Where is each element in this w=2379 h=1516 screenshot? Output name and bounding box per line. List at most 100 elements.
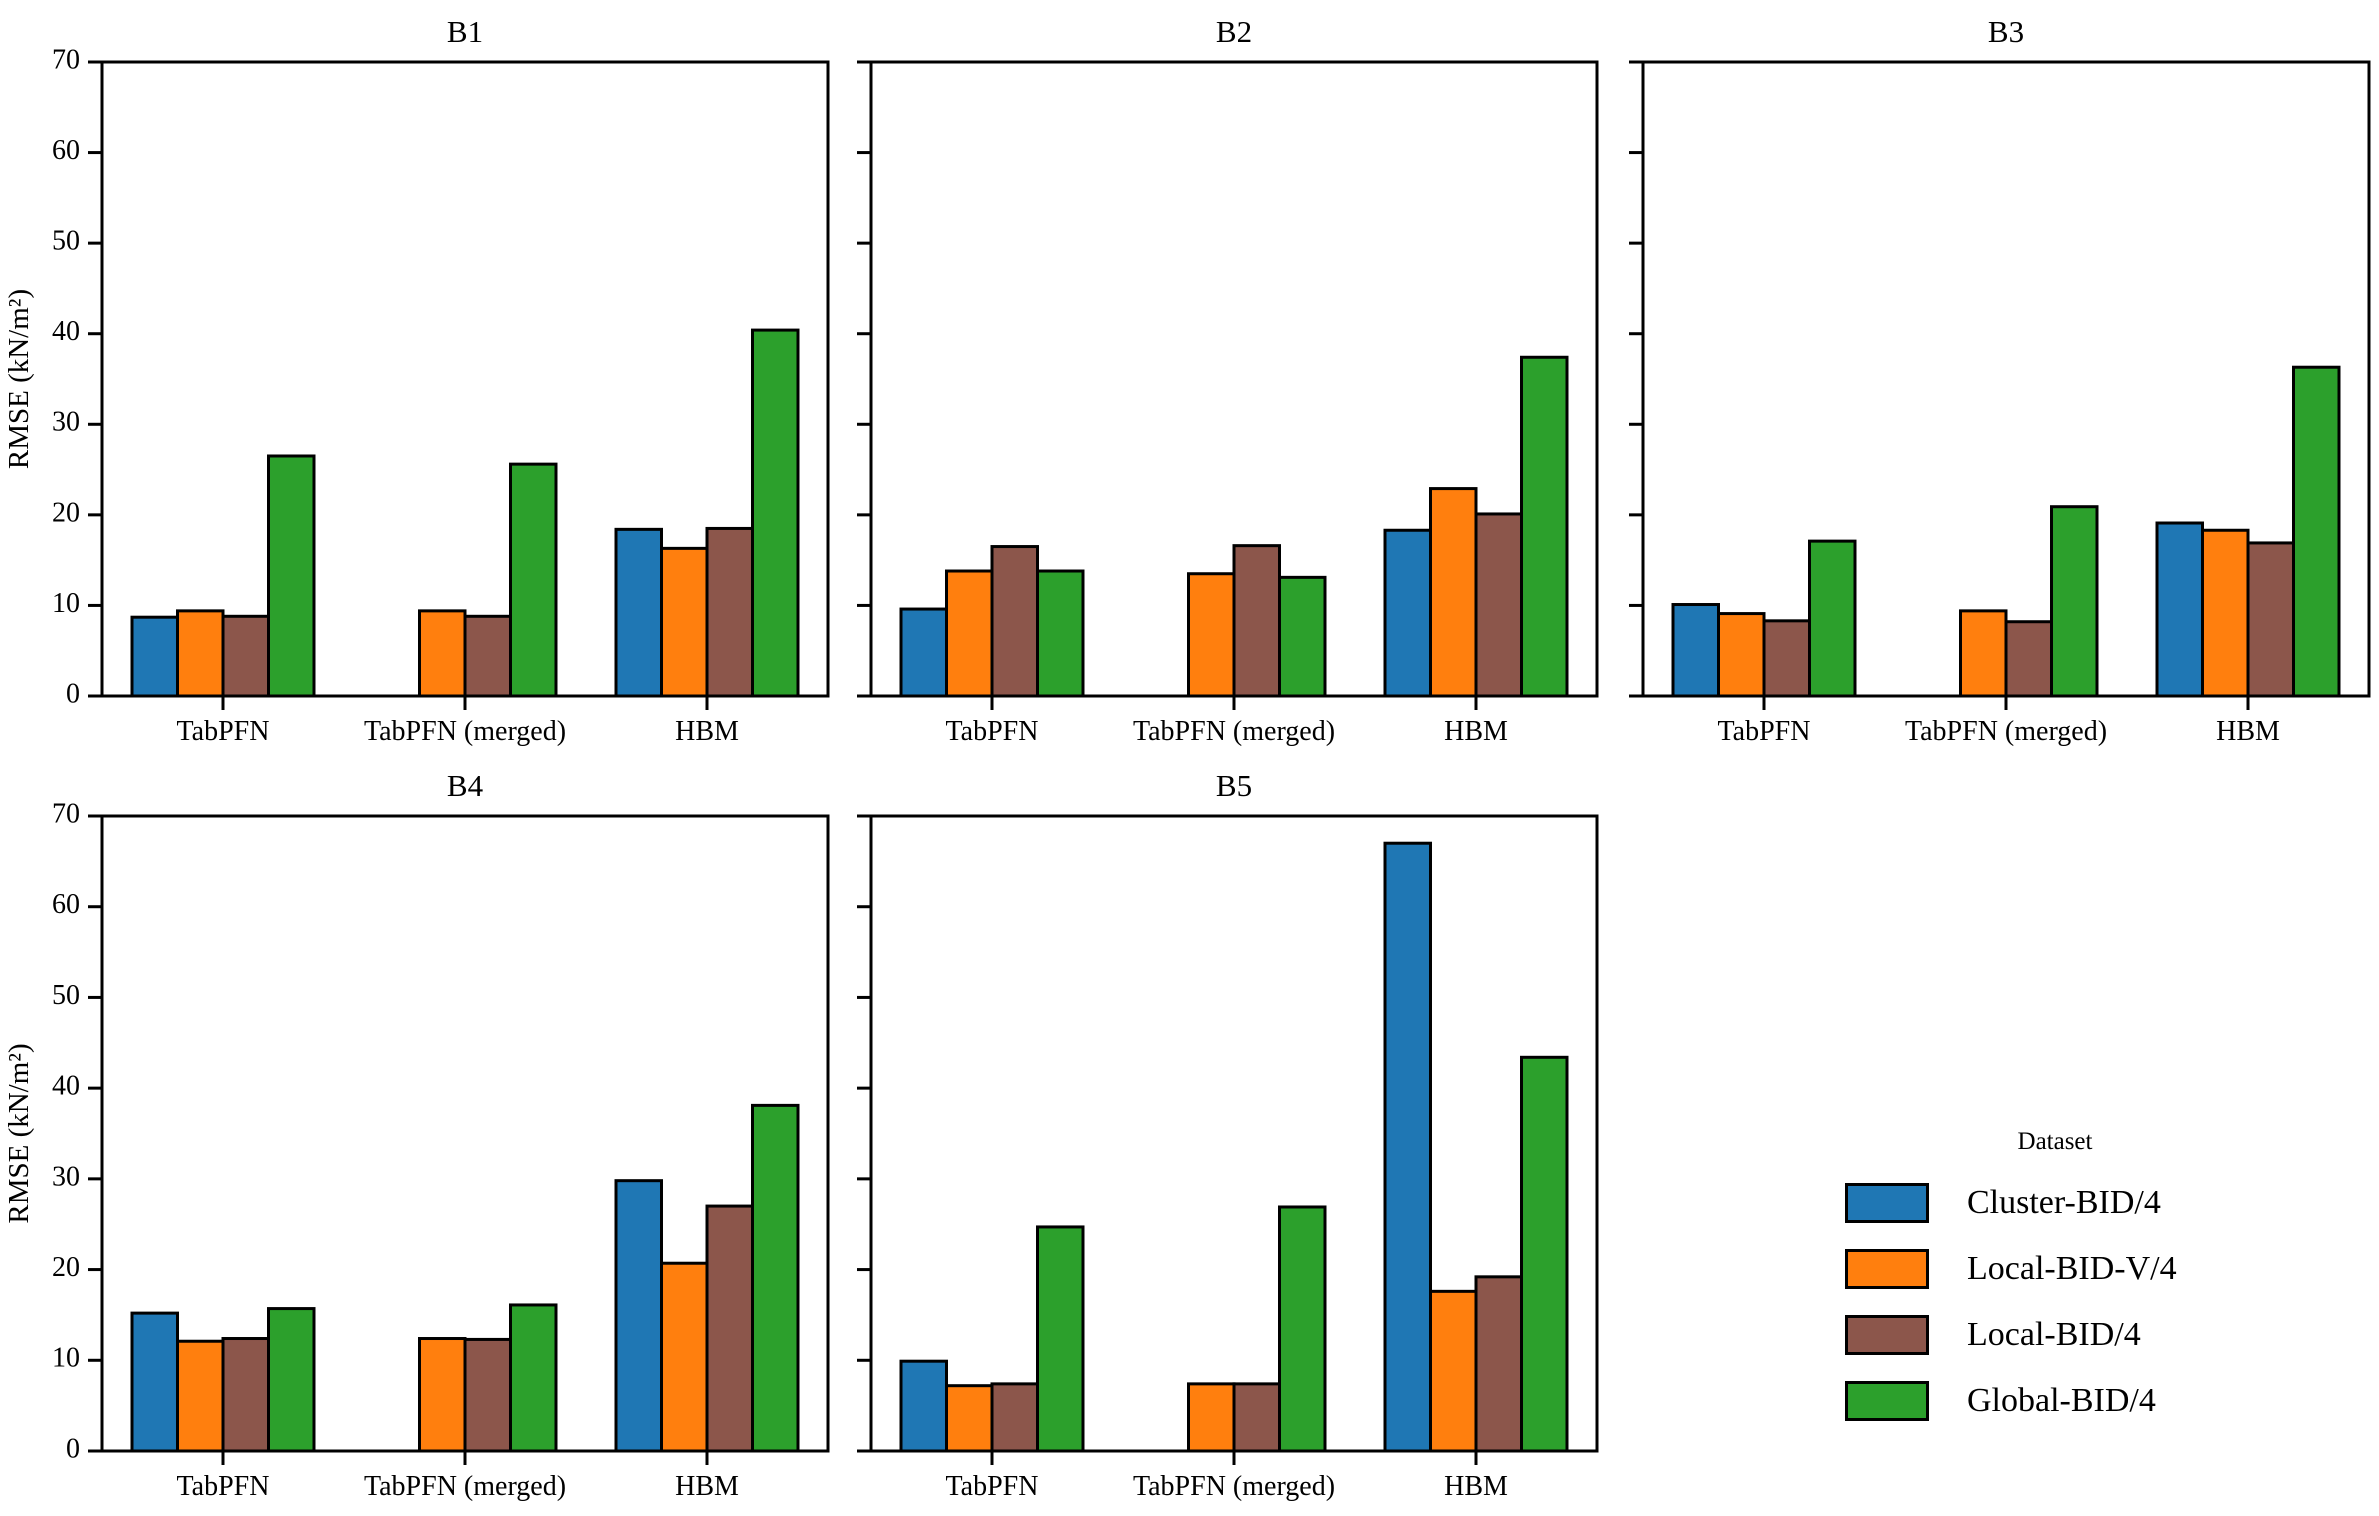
bar-B4-HBM-Local-BID-V/4 [660,1261,709,1453]
bar-B1-TabPFN-Local-BID-V/4 [176,609,225,698]
axes-frame [1641,60,2371,698]
y-tick-label: 60 [52,889,80,920]
bar-B5-HBM-Global-BID/4 [1520,1055,1569,1453]
y-tick-label: 0 [66,1433,80,1464]
x-tick-label: HBM [1444,716,1508,747]
x-tick-label: TabPFN (merged) [1905,716,2107,747]
legend-entry-Local-BID/4: Local-BID/4 [1845,1302,2315,1368]
subplot-B1: B1 0 10 20 30 40 50 60 70 RMSE (kN/m²) TabPFN TabPF… [3,14,830,747]
bar-B5-HBM-Local-BID/4 [1474,1275,1523,1453]
bar-B2-TabPFN (merged)-Local-BID-V/4 [1187,572,1236,698]
legend-title: Dataset [2017,1128,2093,1155]
bar-B1-TabPFN (merged)-Global-BID/4 [509,462,558,698]
axes-frame [869,814,1599,1453]
bar-B3-TabPFN-Local-BID/4 [1762,619,1811,698]
subplot-title: B2 [1216,14,1252,49]
bar-B4-TabPFN-Local-BID/4 [221,1337,270,1453]
bar-B5-TabPFN-Global-BID/4 [1036,1225,1085,1453]
subplot-title: B5 [1216,768,1252,803]
bar-B5-HBM-Local-BID-V/4 [1429,1289,1478,1453]
bar-B1-TabPFN (merged)-Local-BID/4 [463,614,512,698]
y-tick-label: 40 [52,316,80,347]
subplot-title: B4 [447,768,484,803]
bar-B1-TabPFN-Local-BID/4 [221,614,270,698]
bar-B4-HBM-Cluster-BID/4 [614,1179,663,1453]
legend-rows: Cluster-BID/4 Local-BID-V/4 Local-BID/4 Glo… [1845,1170,2315,1434]
bar-B2-HBM-Cluster-BID/4 [1383,528,1432,698]
bar-B1-HBM-Local-BID/4 [705,526,754,698]
bar-B2-TabPFN (merged)-Local-BID/4 [1232,544,1281,698]
bar-B3-TabPFN-Global-BID/4 [1808,539,1857,698]
legend-label: Cluster-BID/4 [1967,1184,2161,1221]
y-tick-label: 30 [52,1161,80,1192]
legend-swatch-Local-BID/4 [1845,1315,1929,1355]
bar-B2-TabPFN-Cluster-BID/4 [899,607,948,698]
bar-B3-HBM-Local-BID/4 [2246,541,2295,698]
x-tick-label: TabPFN (merged) [1133,716,1335,747]
legend-label: Local-BID/4 [1967,1316,2141,1353]
y-axis-label: RMSE (kN/m²) [3,1043,35,1223]
subplot-B2: B2 TabPFN TabPFN (merged) HBM [857,14,1599,747]
bar-B5-TabPFN (merged)-Global-BID/4 [1278,1205,1327,1453]
bar-B3-TabPFN (merged)-Local-BID-V/4 [1959,609,2008,698]
y-tick-label: 40 [52,1071,80,1102]
y-tick-label: 60 [52,135,80,166]
bar-B1-TabPFN-Global-BID/4 [267,454,316,698]
bar-B3-TabPFN-Local-BID-V/4 [1717,612,1766,698]
axes-frame [100,814,830,1453]
bar-B4-TabPFN-Global-BID/4 [267,1307,316,1453]
x-tick-label: TabPFN (merged) [1133,1471,1335,1502]
legend-label: Local-BID-V/4 [1967,1250,2177,1287]
bar-B1-TabPFN-Cluster-BID/4 [130,615,179,698]
legend-label: Global-BID/4 [1967,1382,2156,1419]
x-tick-label: TabPFN [946,716,1039,747]
y-tick-label: 20 [52,497,80,528]
legend-swatch-Global-BID/4 [1845,1381,1929,1421]
x-tick-label: HBM [1444,1471,1508,1502]
bar-B2-TabPFN (merged)-Global-BID/4 [1278,575,1327,698]
x-tick-label: TabPFN [1718,716,1811,747]
bar-B4-TabPFN-Cluster-BID/4 [130,1311,179,1453]
bar-B3-HBM-Local-BID-V/4 [2201,528,2250,698]
bar-B5-TabPFN-Cluster-BID/4 [899,1359,948,1453]
bar-B2-TabPFN-Local-BID/4 [990,545,1039,698]
y-axis-label: RMSE (kN/m²) [3,289,35,469]
bar-B4-TabPFN-Local-BID-V/4 [176,1339,225,1453]
bar-B4-TabPFN (merged)-Local-BID/4 [463,1337,512,1453]
legend-entry-Global-BID/4: Global-BID/4 [1845,1368,2315,1434]
subplot-B3: B3 TabPFN TabPFN (merged) HBM [1629,14,2371,747]
bar-B2-HBM-Local-BID/4 [1474,512,1523,698]
x-tick-label: TabPFN [177,1471,270,1502]
axes-frame [100,60,830,698]
bar-B3-TabPFN (merged)-Local-BID/4 [2004,620,2053,698]
bar-B3-TabPFN-Cluster-BID/4 [1671,603,1720,698]
bar-B5-TabPFN-Local-BID-V/4 [945,1384,994,1453]
legend-swatch-Cluster-BID/4 [1845,1183,1929,1223]
bar-B2-TabPFN-Local-BID-V/4 [945,569,994,698]
bar-B4-TabPFN (merged)-Global-BID/4 [509,1303,558,1453]
x-tick-label: HBM [675,716,739,747]
bar-B4-TabPFN (merged)-Local-BID-V/4 [418,1337,467,1453]
bar-B3-TabPFN (merged)-Global-BID/4 [2050,505,2099,698]
subplot-B4: B4 0 10 20 30 40 50 60 70 RMSE (kN/m²) TabPFN TabPF… [3,768,830,1502]
bar-B1-HBM-Local-BID-V/4 [660,546,709,698]
y-tick-label: 50 [52,226,80,257]
bar-B1-HBM-Global-BID/4 [751,328,800,698]
subplot-title: B3 [1988,14,2024,49]
y-tick-label: 70 [52,798,80,829]
legend-swatch-Local-BID-V/4 [1845,1249,1929,1289]
y-tick-label: 50 [52,980,80,1011]
subplot-B5: B5 TabPFN TabPFN (merged) HBM [857,768,1599,1502]
bar-B2-HBM-Global-BID/4 [1520,355,1569,698]
y-tick-label: 20 [52,1252,80,1283]
y-tick-label: 0 [66,678,80,709]
x-tick-label: TabPFN [177,716,270,747]
x-tick-label: TabPFN (merged) [364,716,566,747]
dataset-legend: Dataset Cluster-BID/4 Local-BID-V/4 Local-… [1845,1128,2315,1434]
subplot-title: B1 [447,14,483,49]
bar-B1-HBM-Cluster-BID/4 [614,527,663,698]
y-tick-label: 10 [52,1343,80,1374]
bar-B2-TabPFN-Global-BID/4 [1036,569,1085,698]
